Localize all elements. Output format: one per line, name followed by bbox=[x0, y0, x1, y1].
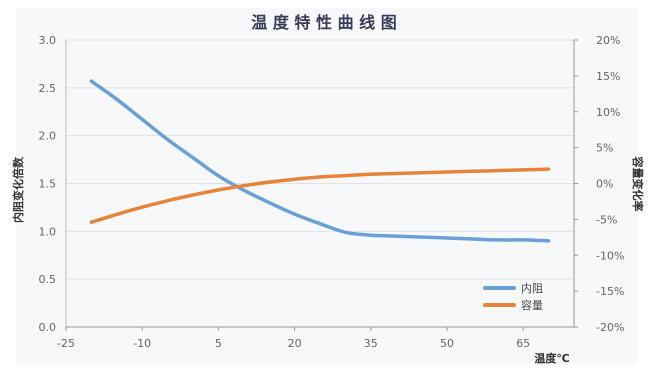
y-right-tick-label: -5% bbox=[596, 213, 617, 226]
x-tick-label: 20 bbox=[288, 337, 302, 350]
y-right-tick-label: 0% bbox=[596, 178, 613, 191]
y-left-tick-label: 0.0 bbox=[39, 321, 57, 334]
legend-label-capacity: 容量 bbox=[521, 298, 543, 312]
x-tick-label: 5 bbox=[215, 337, 222, 350]
y-right-tick-label: 5% bbox=[596, 142, 613, 155]
y-right-axis-title: 容量变化率 bbox=[631, 156, 645, 212]
y-right-tick-label: 20% bbox=[596, 34, 620, 47]
y-left-tick-label: 1.0 bbox=[39, 225, 57, 238]
y-left-tick-label: 0.5 bbox=[39, 273, 57, 286]
x-axis-title: 温度℃ bbox=[534, 351, 569, 365]
series-line-capacity bbox=[89, 167, 551, 224]
series-line-resistance bbox=[89, 79, 551, 243]
y-right-tick-label: 10% bbox=[596, 106, 620, 119]
y-left-tick-label: 2.0 bbox=[39, 130, 57, 143]
x-tick-label: 35 bbox=[364, 337, 378, 350]
y-left-tick-label: 2.5 bbox=[39, 82, 57, 95]
x-tick-label: 65 bbox=[516, 337, 530, 350]
legend-label-resistance: 内阻 bbox=[521, 281, 543, 295]
y-left-axis-title: 内阻变化倍数 bbox=[11, 156, 25, 223]
chart-area-panel bbox=[16, 8, 638, 364]
y-right-tick-label: 15% bbox=[596, 70, 620, 83]
y-right-tick-label: -15% bbox=[596, 285, 624, 298]
y-left-tick-label: 3.0 bbox=[39, 34, 57, 47]
x-tick-label: -10 bbox=[133, 337, 151, 350]
legend: 内阻 容量 bbox=[483, 281, 543, 312]
y-right-tick-label: -10% bbox=[596, 249, 624, 262]
x-tick-label: 50 bbox=[440, 337, 454, 350]
y-left-tick-label: 1.5 bbox=[39, 178, 57, 191]
chart-title: 温 度 特 性 曲 线 图 bbox=[250, 13, 396, 32]
y-right-tick-label: -20% bbox=[596, 321, 624, 334]
x-tick-label: -25 bbox=[57, 337, 75, 350]
